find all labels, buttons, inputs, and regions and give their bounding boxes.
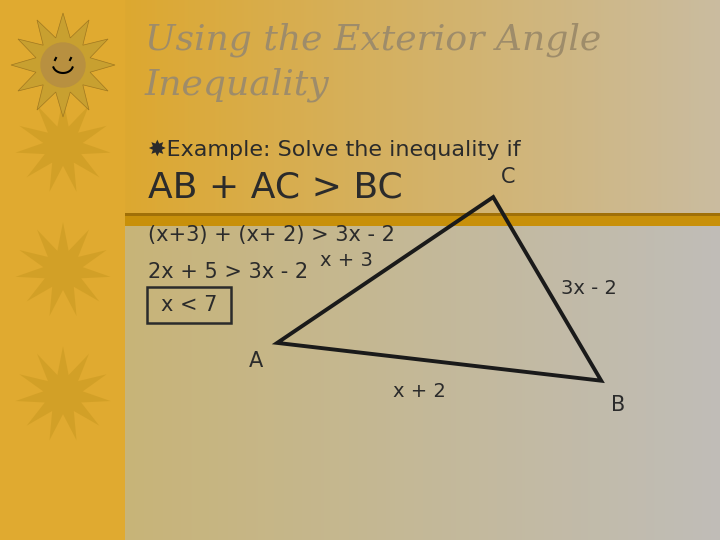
Text: x + 3: x + 3: [320, 251, 373, 269]
Polygon shape: [11, 13, 115, 117]
Text: x + 2: x + 2: [393, 382, 446, 401]
Text: B: B: [611, 395, 626, 415]
Text: ✸Example: Solve the inequality if: ✸Example: Solve the inequality if: [148, 140, 521, 160]
Text: Using the Exterior Angle: Using the Exterior Angle: [145, 23, 601, 57]
Text: 3x - 2: 3x - 2: [561, 279, 617, 299]
Text: (x+3) + (x+ 2) > 3x - 2: (x+3) + (x+ 2) > 3x - 2: [148, 225, 395, 245]
Text: AB + AC > BC: AB + AC > BC: [148, 171, 402, 205]
Text: C: C: [501, 167, 516, 187]
Polygon shape: [16, 98, 110, 192]
Polygon shape: [16, 346, 110, 440]
Polygon shape: [16, 222, 110, 316]
Circle shape: [41, 43, 85, 87]
Text: 2x + 5 > 3x - 2: 2x + 5 > 3x - 2: [148, 262, 308, 282]
Text: Inequality: Inequality: [145, 68, 330, 102]
Text: A: A: [249, 351, 264, 371]
Text: x < 7: x < 7: [161, 295, 217, 315]
